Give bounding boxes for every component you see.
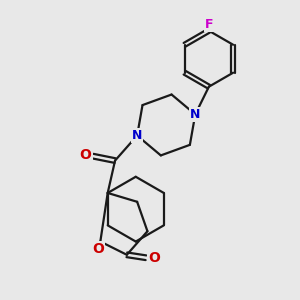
Text: N: N [190, 108, 200, 121]
Text: F: F [205, 18, 213, 31]
Text: O: O [80, 148, 92, 162]
Text: N: N [132, 129, 142, 142]
Text: O: O [92, 242, 104, 256]
Text: O: O [148, 251, 160, 265]
